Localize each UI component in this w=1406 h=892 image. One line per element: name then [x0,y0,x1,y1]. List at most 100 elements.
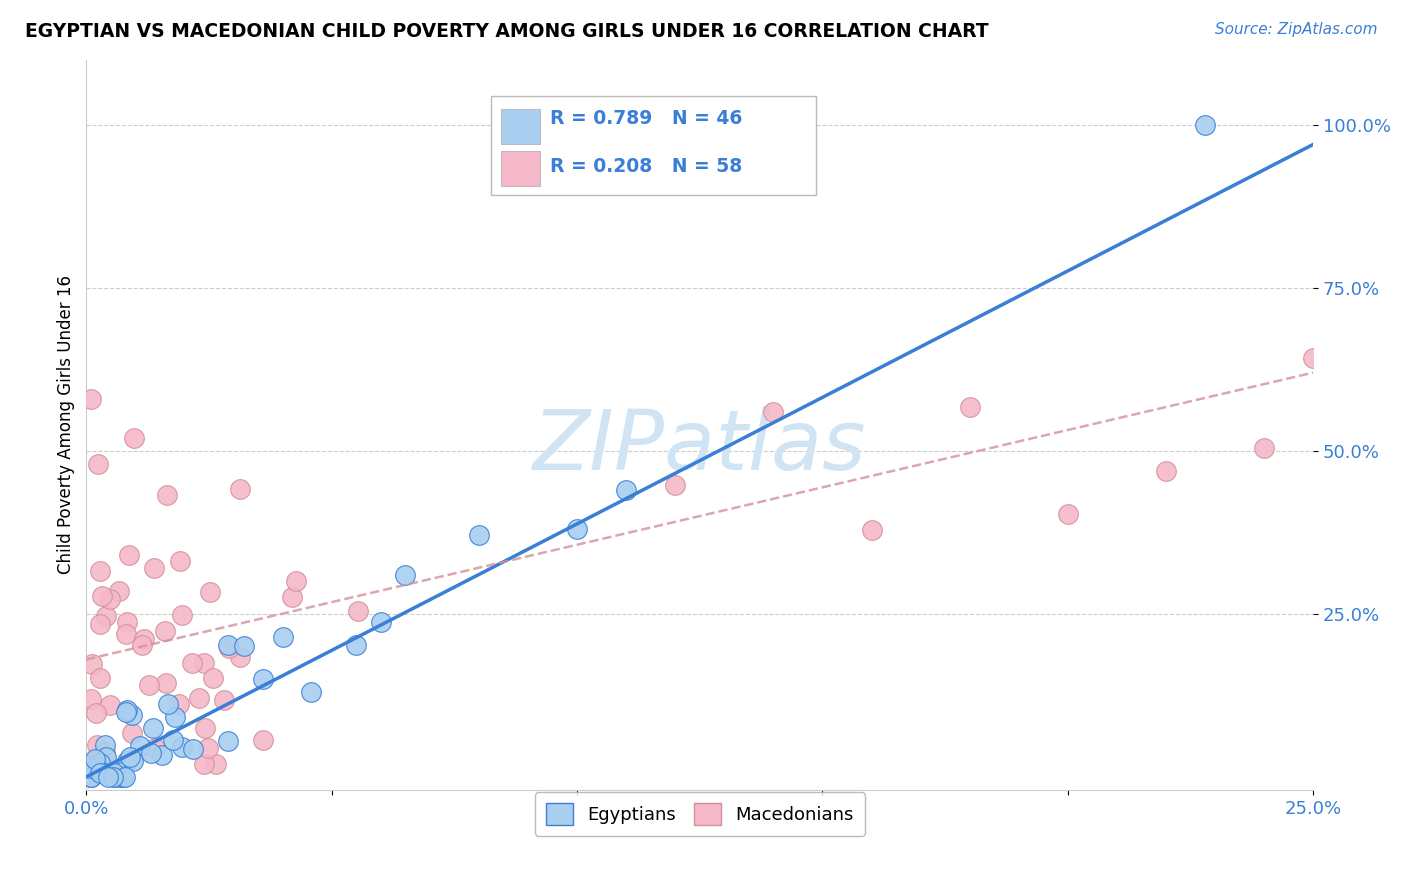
Point [1154,464,1177,478]
Point [80,770,103,784]
Point [132,632,155,647]
Point [299,685,322,699]
Point [1253,441,1275,455]
Point [103,770,125,784]
Point [80,756,103,771]
Point [111,765,134,780]
Point [87,457,110,471]
Point [117,703,139,717]
Point [614,483,637,497]
Point [194,721,217,735]
Point [91,590,114,604]
Point [94,746,117,760]
Point [202,671,225,685]
Point [860,524,883,538]
Point [284,574,307,589]
Point [112,770,135,784]
Point [212,693,235,707]
Point [122,754,145,768]
Point [98,592,121,607]
Point [344,638,367,652]
Point [114,770,136,784]
Point [83,752,105,766]
Point [169,697,191,711]
Point [141,746,163,760]
Point [193,656,215,670]
Text: R = 0.208   N = 58: R = 0.208 N = 58 [550,158,742,177]
Point [101,770,124,784]
Point [468,528,491,542]
Point [217,638,239,652]
Point [142,561,165,575]
Point [80,770,103,784]
Point [115,754,138,768]
Point [281,590,304,604]
Point [252,733,274,747]
Point [94,609,117,624]
Point [98,698,121,712]
Point [565,523,588,537]
Point [205,756,228,771]
Point [80,657,103,672]
Point [172,740,194,755]
Point [138,678,160,692]
Point [180,657,202,671]
Point [118,548,141,562]
Point [197,741,219,756]
Point [198,585,221,599]
Text: ZIPatlas: ZIPatlas [533,406,866,487]
Point [229,650,252,665]
Point [93,739,115,753]
Point [121,726,143,740]
Point [143,741,166,756]
Point [108,583,131,598]
Point [394,568,416,582]
Point [232,639,254,653]
Point [80,692,103,706]
Point [80,392,103,406]
Point [142,721,165,735]
Point [90,765,112,780]
Point [80,770,103,784]
Point [89,765,111,780]
Y-axis label: Child Poverty Among Girls Under 16: Child Poverty Among Girls Under 16 [58,276,75,574]
Point [155,624,177,638]
Point [229,483,252,497]
Point [115,626,138,640]
Point [1302,351,1324,365]
Point [80,756,103,771]
Point [1194,118,1216,132]
Point [89,671,111,685]
Point [131,638,153,652]
Point [172,607,194,622]
Point [89,617,111,632]
FancyBboxPatch shape [501,109,540,144]
Point [156,488,179,502]
FancyBboxPatch shape [491,96,817,194]
FancyBboxPatch shape [501,151,540,186]
Point [218,640,240,655]
Point [1057,507,1080,521]
Point [271,630,294,644]
Point [370,615,392,630]
Point [165,710,187,724]
Point [217,734,239,748]
Point [115,705,138,719]
Point [89,756,111,770]
Point [118,749,141,764]
Text: Source: ZipAtlas.com: Source: ZipAtlas.com [1215,22,1378,37]
Legend: Egyptians, Macedonians: Egyptians, Macedonians [534,792,865,836]
Point [80,761,103,775]
Point [96,749,118,764]
Point [86,738,108,752]
Point [110,770,132,784]
Point [103,765,125,780]
Point [157,697,180,711]
Point [150,748,173,763]
Text: R = 0.789   N = 46: R = 0.789 N = 46 [550,109,742,128]
Point [252,672,274,686]
Point [117,615,139,629]
Point [959,401,981,415]
Point [89,564,111,578]
Point [183,742,205,756]
